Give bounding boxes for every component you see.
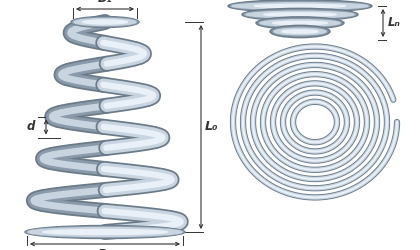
Ellipse shape	[25, 226, 185, 238]
Ellipse shape	[246, 11, 354, 18]
Ellipse shape	[260, 20, 340, 26]
Ellipse shape	[26, 226, 184, 237]
Ellipse shape	[28, 228, 182, 236]
Ellipse shape	[282, 30, 318, 33]
Ellipse shape	[270, 25, 330, 38]
Ellipse shape	[72, 18, 138, 26]
Ellipse shape	[256, 17, 344, 29]
Text: d: d	[26, 120, 35, 134]
Ellipse shape	[244, 10, 356, 19]
Ellipse shape	[232, 3, 368, 9]
Ellipse shape	[230, 1, 370, 11]
Ellipse shape	[273, 21, 327, 25]
Ellipse shape	[255, 4, 346, 8]
Ellipse shape	[74, 18, 136, 26]
Ellipse shape	[71, 16, 139, 28]
Ellipse shape	[274, 28, 326, 35]
Ellipse shape	[83, 20, 127, 24]
Ellipse shape	[258, 18, 342, 28]
Ellipse shape	[242, 8, 358, 21]
Ellipse shape	[272, 27, 328, 36]
Text: D₂: D₂	[97, 0, 113, 5]
Ellipse shape	[42, 230, 168, 234]
Text: Lₙ: Lₙ	[388, 16, 401, 30]
Ellipse shape	[228, 0, 372, 12]
Text: L₀: L₀	[205, 120, 218, 134]
Ellipse shape	[264, 13, 336, 16]
Text: D₁: D₁	[97, 248, 113, 250]
